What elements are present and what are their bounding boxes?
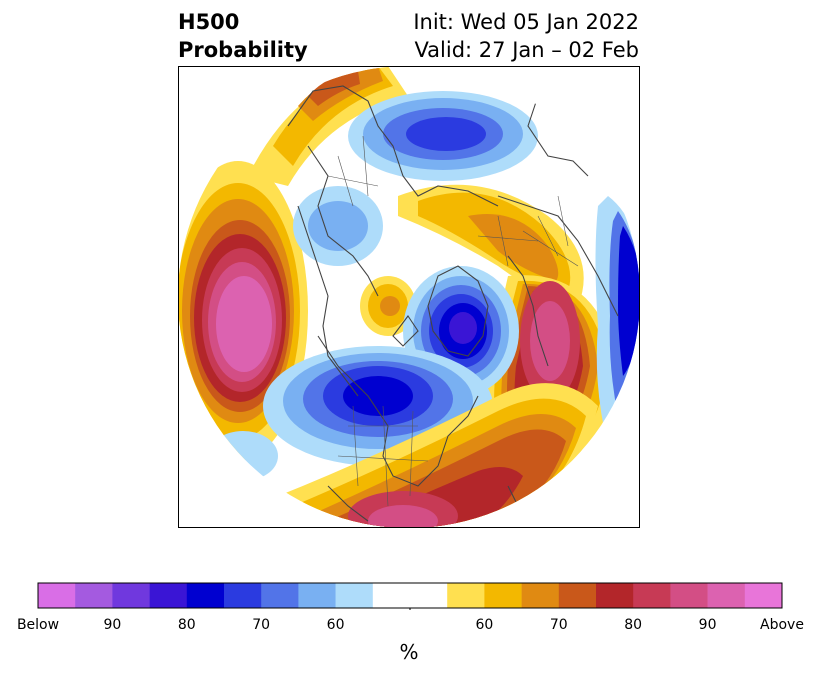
colorbar-swatch — [38, 583, 76, 608]
probability-map — [178, 66, 640, 528]
atlantic-above-anomaly — [278, 383, 598, 528]
country-borders — [327, 135, 579, 507]
title-line-2: Probability — [178, 38, 308, 62]
colorbar-tick-label: 70 — [252, 617, 271, 633]
colorbar-swatch — [186, 583, 225, 608]
date-info: Init: Wed 05 Jan 2022 Valid: 27 Jan – 02… — [413, 8, 639, 64]
colorbar-swatch — [633, 583, 671, 608]
colorbar — [37, 582, 783, 610]
colorbar-swatch — [75, 583, 113, 608]
colorbar-swatch — [224, 583, 262, 608]
colorbar-swatch — [744, 583, 783, 608]
colorbar-swatch — [484, 583, 522, 608]
colorbar-swatch — [521, 583, 560, 608]
colorbar-tick-label: 90 — [103, 617, 122, 633]
colorbar-swatch — [112, 583, 150, 608]
colorbar-tick-label: 80 — [624, 617, 643, 633]
colorbar-tick-label: 60 — [475, 617, 494, 633]
colorbar-swatch — [261, 583, 299, 608]
map-title: H500 Probability — [178, 8, 308, 64]
init-date: Init: Wed 05 Jan 2022 — [413, 10, 639, 34]
colorbar-tick-label: Below — [16, 617, 60, 633]
colorbar-swatch — [447, 583, 485, 608]
valid-range: Valid: 27 Jan – 02 Feb — [414, 38, 639, 62]
colorbar-swatch — [410, 583, 448, 608]
colorbar-tick-label: Above — [760, 617, 804, 633]
colorbar-tick-label: 60 — [326, 617, 345, 633]
colorbar-tick-label: 70 — [549, 617, 568, 633]
map-border — [178, 66, 640, 528]
eurasia-above-anomaly — [398, 184, 584, 306]
arctic-below-anomaly — [348, 91, 538, 181]
colorbar-unit: % — [399, 640, 419, 664]
colorbar-swatch — [670, 583, 708, 608]
colorbar-swatch — [558, 583, 597, 608]
canada-arctic-below — [293, 186, 383, 266]
colorbar-tick-label: 80 — [177, 617, 196, 633]
colorbar-swatch — [298, 583, 336, 608]
colorbar-swatch — [707, 583, 746, 608]
probability-fields — [178, 66, 640, 528]
colorbar-swatch — [335, 583, 374, 608]
alaska-arc-anomaly — [248, 66, 408, 186]
colorbar-swatch — [596, 583, 634, 608]
colorbar-swatch — [372, 583, 411, 608]
colorbar-swatch — [149, 583, 188, 608]
colorbar-tick-label: 90 — [698, 617, 717, 633]
title-line-1: H500 — [178, 10, 240, 34]
